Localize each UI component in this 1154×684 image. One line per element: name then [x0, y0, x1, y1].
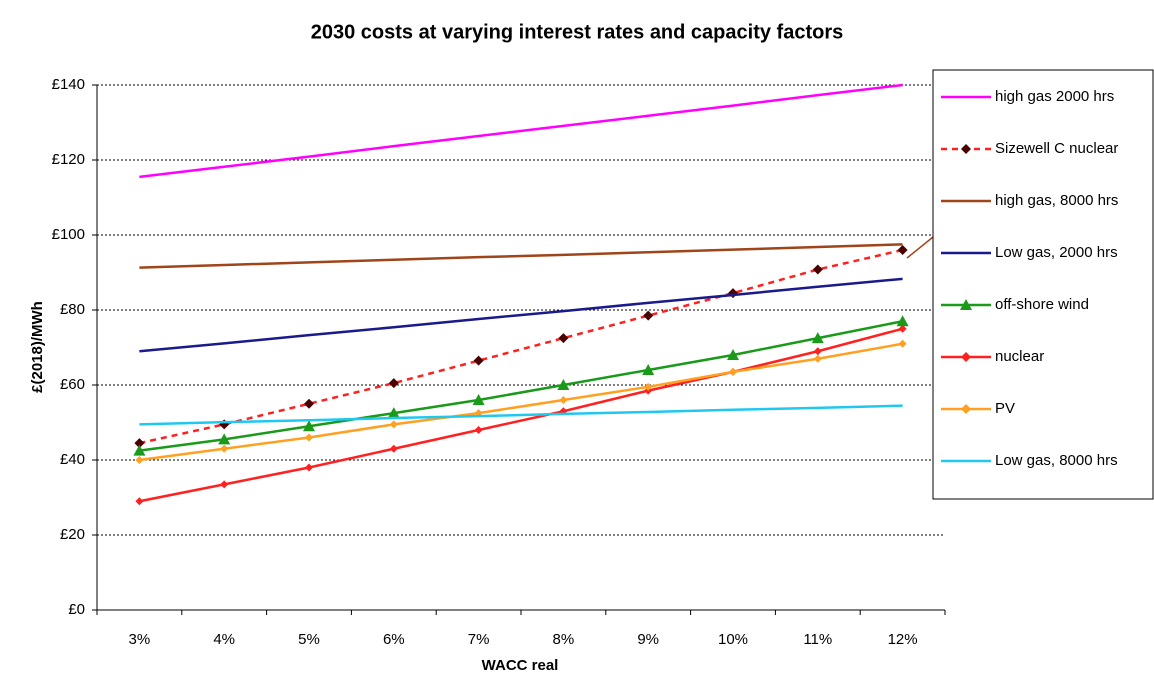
marker: [218, 433, 231, 445]
chart-title: 2030 costs at varying interest rates and…: [311, 21, 843, 43]
marker: [303, 420, 315, 432]
marker: [305, 433, 313, 442]
x-axis-title: WACC real: [482, 657, 559, 674]
marker: [472, 394, 485, 405]
series-line: [139, 277, 903, 353]
legend-marker: [960, 299, 972, 310]
marker: [728, 288, 738, 299]
marker: [135, 497, 144, 506]
legend-label: high gas, 8000 hrs: [995, 192, 1118, 209]
y-tick-label: £60: [60, 376, 85, 393]
legend-marker: [961, 352, 971, 362]
series-line: [139, 342, 903, 462]
marker: [133, 444, 146, 456]
y-tick-label: £80: [60, 301, 85, 318]
x-tick-label: 6%: [383, 631, 405, 648]
y-axis-title: £(2018)/MWh: [29, 301, 46, 393]
x-tick-label: 8%: [553, 631, 575, 648]
legend-label: off-shore wind: [995, 296, 1089, 313]
marker: [644, 382, 653, 391]
legend-label: PV: [995, 400, 1015, 417]
marker: [220, 444, 229, 453]
x-tick-label: 7%: [468, 631, 490, 648]
marker: [134, 438, 145, 449]
marker: [727, 349, 739, 360]
legend-label: Sizewell C nuclear: [995, 140, 1118, 157]
marker: [388, 378, 399, 389]
marker: [729, 367, 737, 376]
x-tick-label: 5%: [298, 631, 320, 648]
x-tick-label: 12%: [888, 631, 918, 648]
marker: [642, 364, 655, 375]
series-line: [139, 320, 903, 452]
marker: [896, 315, 909, 327]
series-line: [139, 327, 903, 503]
marker: [389, 444, 398, 453]
marker: [811, 332, 824, 344]
marker: [474, 426, 483, 434]
marker: [304, 398, 314, 409]
x-tick-label: 3%: [129, 631, 151, 648]
x-tick-label: 11%: [803, 631, 832, 648]
legend-label: high gas 2000 hrs: [995, 88, 1114, 105]
series-line: [139, 404, 903, 426]
marker: [557, 379, 570, 390]
y-tick-label: £40: [60, 451, 85, 468]
marker: [389, 420, 398, 429]
legend-box: [932, 69, 1154, 500]
legend-label: Low gas, 2000 hrs: [995, 244, 1118, 261]
legend-marker: [961, 144, 971, 154]
y-tick-label: £100: [52, 226, 85, 243]
x-tick-label: 4%: [213, 631, 235, 648]
y-tick-label: £140: [52, 76, 85, 93]
marker: [559, 396, 568, 404]
marker: [473, 355, 484, 366]
y-tick-label: £0: [68, 601, 85, 618]
x-tick-label: 10%: [718, 631, 748, 648]
marker: [305, 463, 313, 472]
marker: [643, 310, 654, 321]
series-line: [139, 243, 903, 269]
marker: [813, 354, 822, 363]
marker: [135, 456, 144, 464]
y-tick-label: £20: [60, 526, 85, 543]
legend-label: nuclear: [995, 348, 1044, 365]
marker: [812, 264, 823, 275]
marker: [387, 407, 400, 419]
x-tick-label: 9%: [637, 631, 659, 648]
marker: [897, 245, 908, 255]
marker: [898, 324, 907, 333]
marker: [558, 333, 569, 344]
marker: [898, 339, 907, 348]
marker: [220, 480, 229, 489]
marker: [813, 347, 822, 356]
y-tick-label: £120: [52, 151, 85, 168]
legend-marker: [961, 404, 971, 414]
series-line: [139, 83, 903, 179]
legend-label: Low gas, 8000 hrs: [995, 452, 1118, 469]
